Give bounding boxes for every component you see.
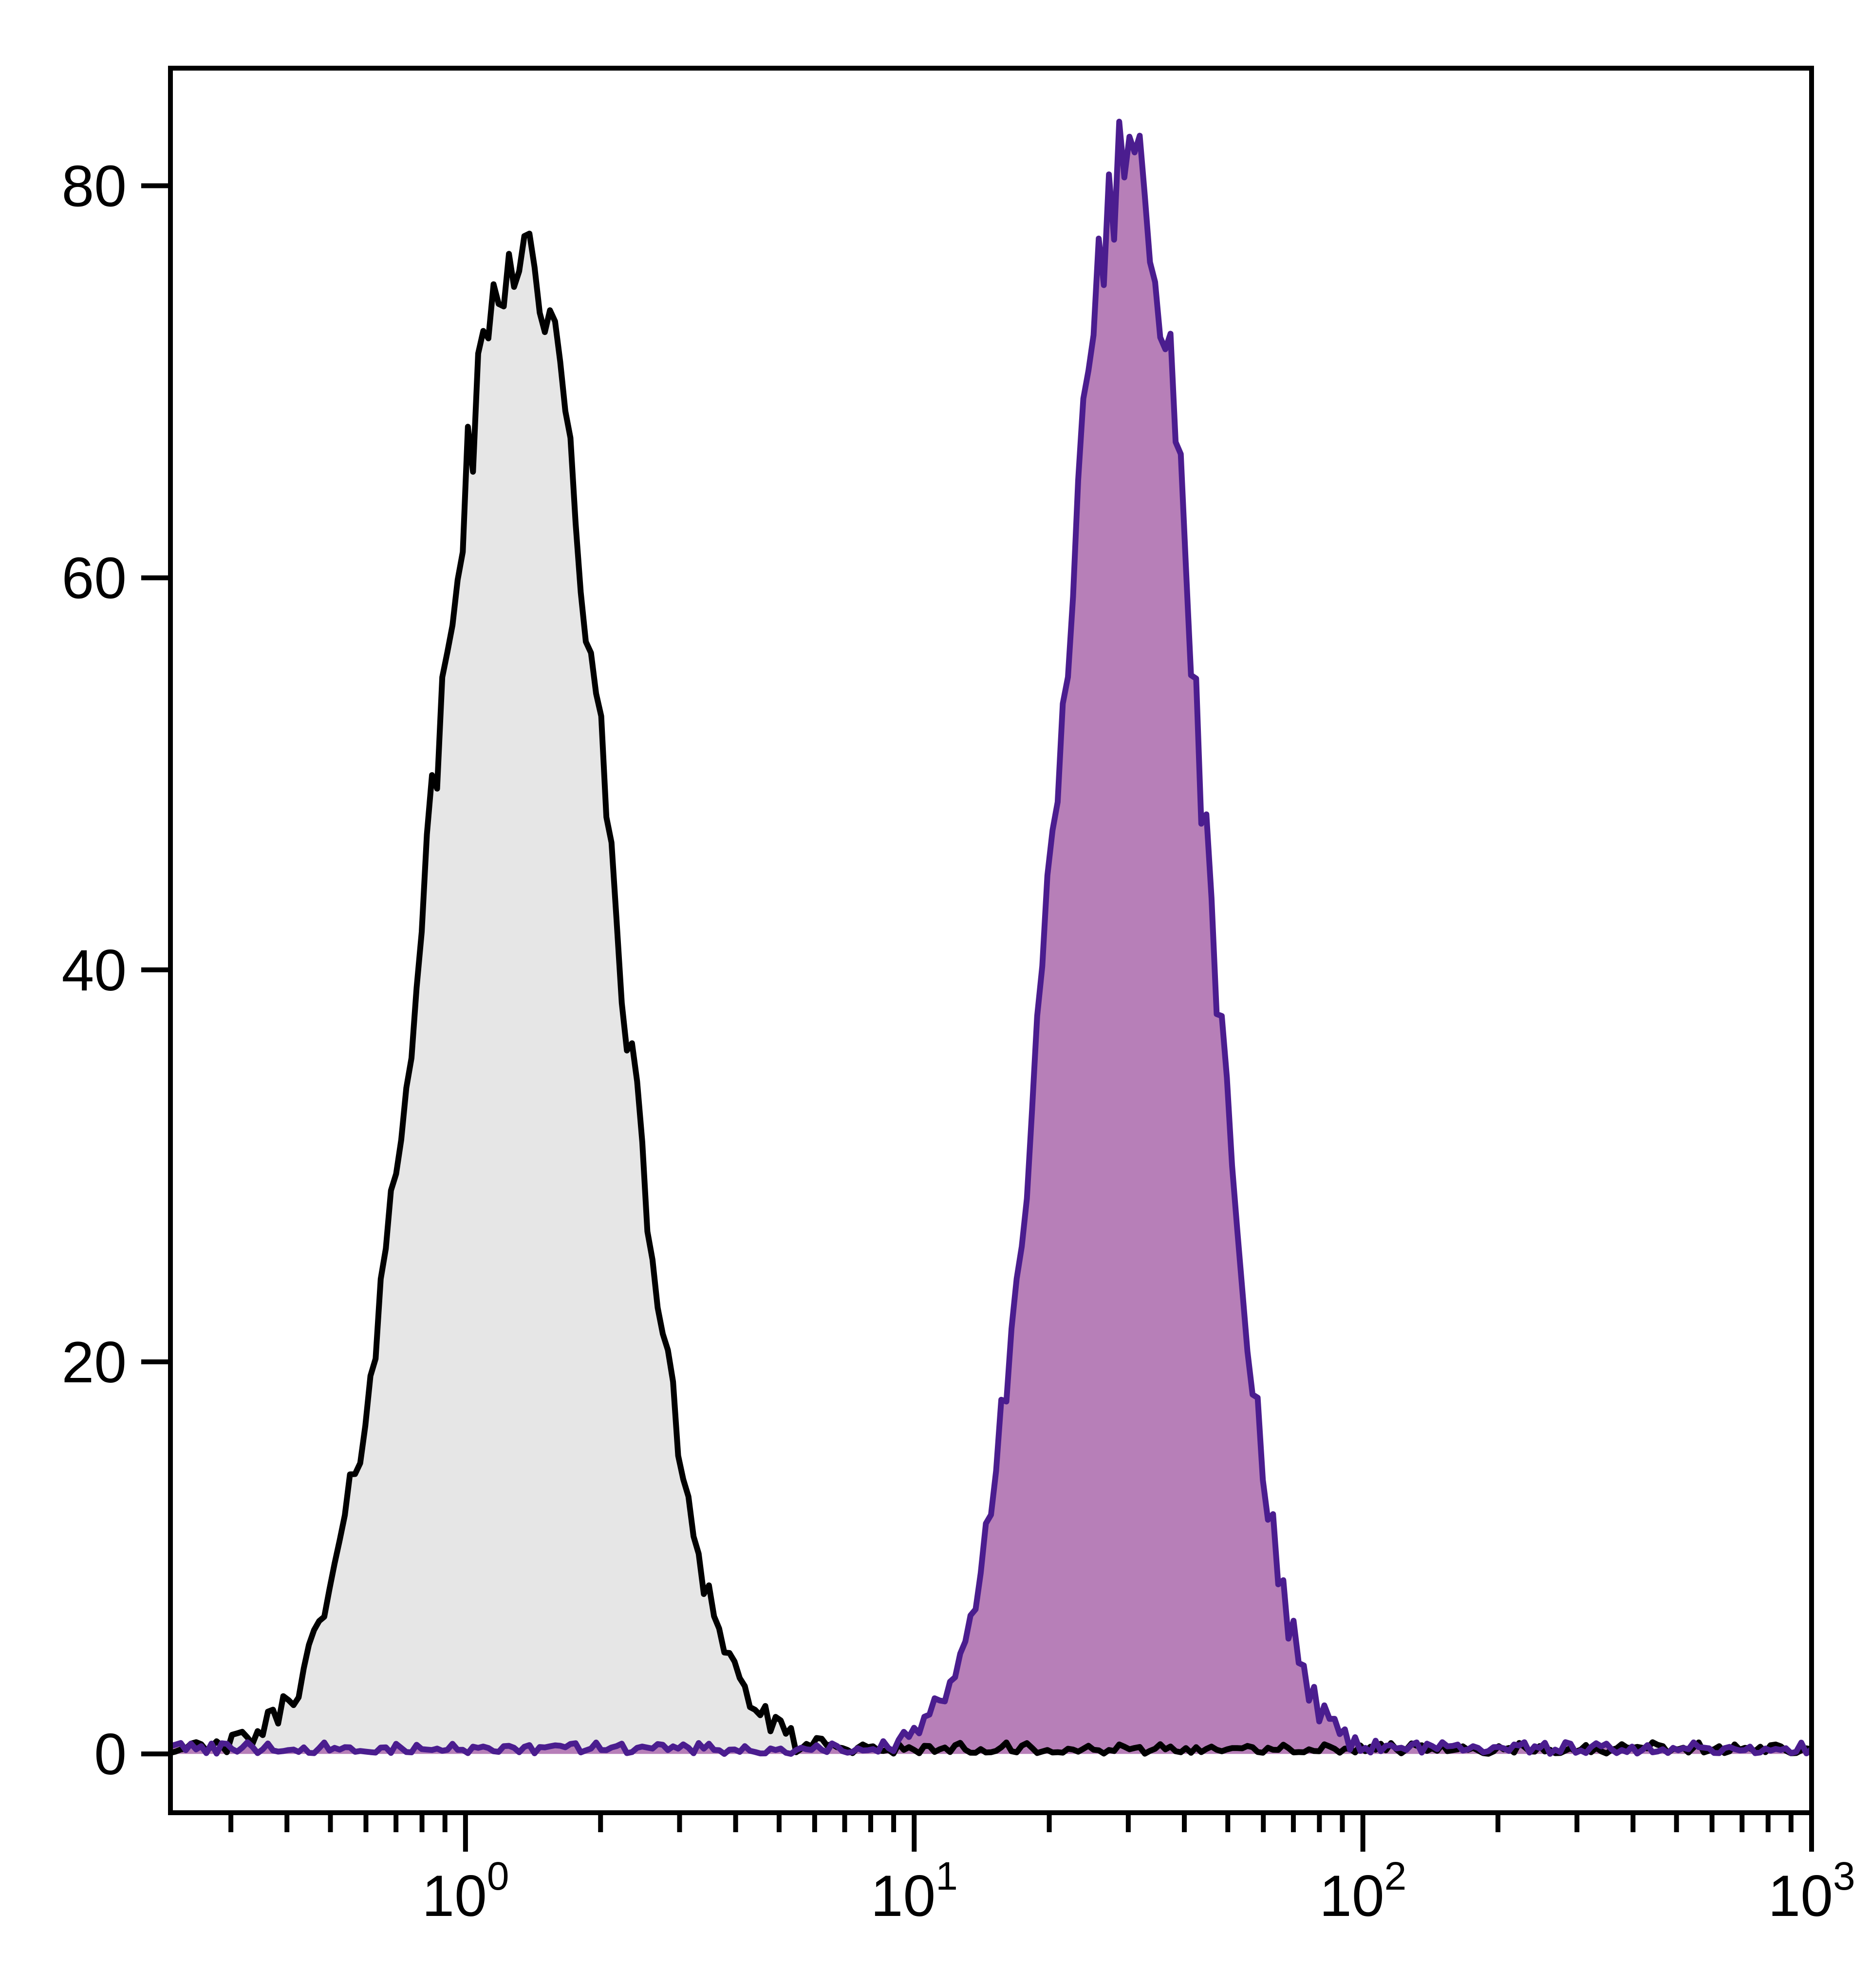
flow-cytometry-histogram: 100101102103020406080 xyxy=(0,0,1870,1988)
svg-text:0: 0 xyxy=(94,1722,127,1787)
chart-container: 100101102103020406080 xyxy=(0,0,1870,1988)
svg-text:60: 60 xyxy=(62,546,127,611)
svg-text:20: 20 xyxy=(62,1330,127,1395)
svg-text:80: 80 xyxy=(62,154,127,219)
svg-text:40: 40 xyxy=(62,938,127,1003)
